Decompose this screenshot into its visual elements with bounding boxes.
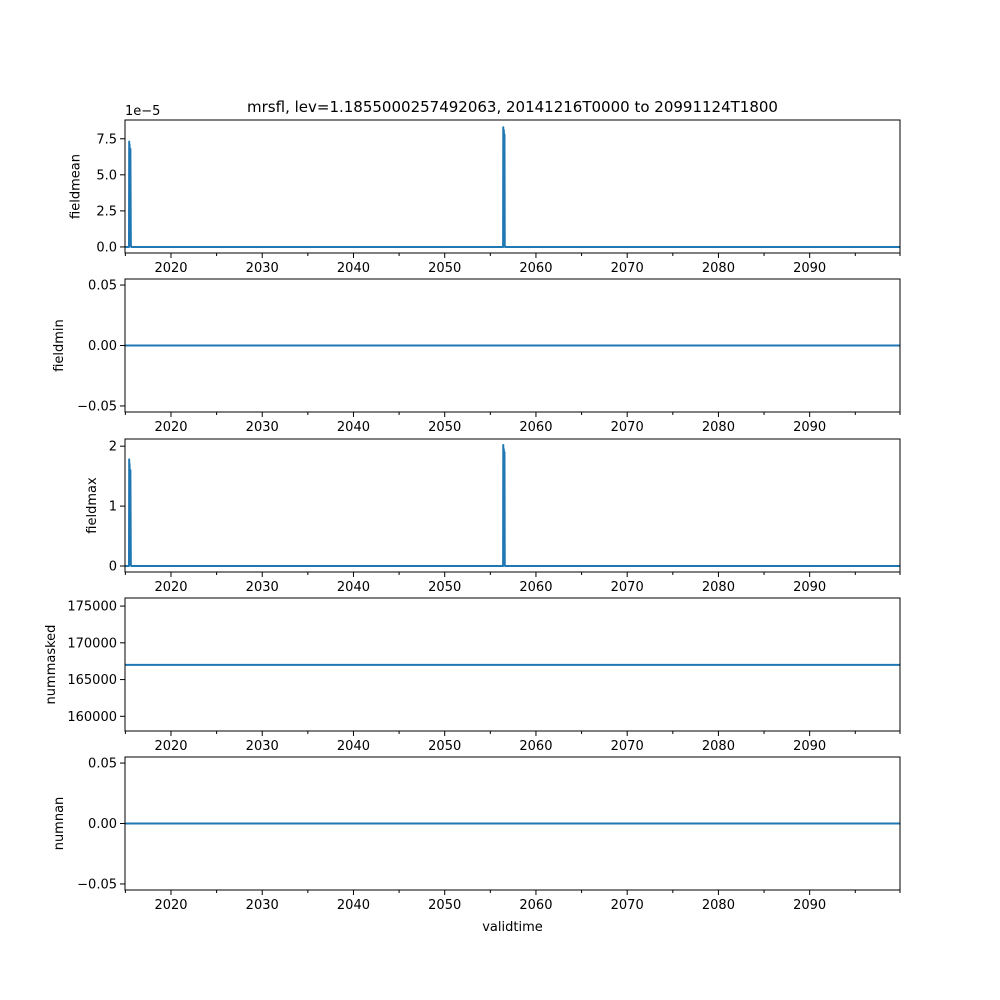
x-tick-label: 2060: [519, 898, 552, 913]
y-tick-label: 175000: [67, 600, 117, 615]
subplot-panels: 2020 2030 2040 2050 2060 2070 2080 2090 0.0 2.5 5.…: [44, 104, 901, 913]
x-tick-label: 2030: [246, 739, 279, 754]
x-tick-label: 2050: [428, 739, 461, 754]
x-tick-label: 2060: [519, 420, 552, 435]
y-tick-label: 0.05: [88, 757, 117, 772]
x-tick-label: 2040: [337, 898, 370, 913]
subplot-fieldmax: 2020 2030 2040 2050 2060 2070 2080 2090 0 1 2 field…: [85, 438, 901, 595]
x-tick-label: 2040: [337, 739, 370, 754]
y-offset-label: 1e−5: [125, 104, 160, 119]
x-tick-label: 2090: [793, 580, 826, 595]
x-tick-label: 2050: [428, 261, 461, 276]
y-tick-label: 2: [109, 440, 117, 455]
x-tick-label: 2050: [428, 420, 461, 435]
subplot-numnan: 2020 2030 2040 2050 2060 2070 2080 2090 −0.05 0.0…: [52, 756, 901, 913]
x-tick-label: 2070: [611, 420, 644, 435]
subplot-fieldmean: 2020 2030 2040 2050 2060 2070 2080 2090 0.0 2.5 5.…: [68, 104, 901, 276]
x-tick-label: 2080: [702, 420, 735, 435]
y-tick-label: −0.05: [77, 399, 117, 414]
axes-frame: [124, 119, 901, 254]
y-tick-label: 7.5: [96, 132, 117, 147]
y-tick-label: 170000: [67, 636, 117, 651]
x-tick-label: 2030: [246, 261, 279, 276]
y-axis-label: fieldmin: [52, 319, 67, 372]
y-tick-label: 165000: [67, 673, 117, 688]
x-tick-label: 2090: [793, 420, 826, 435]
x-tick-label: 2090: [793, 739, 826, 754]
x-tick-label: 2020: [154, 898, 187, 913]
y-axis-label: nummasked: [44, 625, 59, 705]
series-line-fieldmax: [125, 443, 900, 568]
y-tick-label: 0.0: [96, 240, 117, 255]
x-tick-label: 2040: [337, 261, 370, 276]
x-tick-label: 2020: [154, 261, 187, 276]
y-axis-label: numnan: [52, 797, 67, 851]
x-tick-label: 2050: [428, 580, 461, 595]
x-tick-label: 2050: [428, 898, 461, 913]
figure-title: mrsfl, lev=1.1855000257492063, 20141216T…: [247, 98, 778, 116]
x-tick-label: 2070: [611, 898, 644, 913]
x-tick-label: 2080: [702, 739, 735, 754]
x-tick-label: 2030: [246, 898, 279, 913]
x-tick-label: 2070: [611, 739, 644, 754]
x-axis-label: validtime: [482, 920, 543, 935]
y-tick-label: 5.0: [96, 168, 117, 183]
y-tick-label: −0.05: [77, 877, 117, 892]
x-tick-label: 2040: [337, 420, 370, 435]
x-tick-label: 2070: [611, 580, 644, 595]
y-tick-label: 2.5: [96, 204, 117, 219]
x-tick-label: 2060: [519, 739, 552, 754]
x-tick-label: 2020: [154, 420, 187, 435]
y-tick-label: 1: [109, 500, 117, 515]
y-tick-label: 0.05: [88, 279, 117, 294]
y-tick-label: 160000: [67, 710, 117, 725]
x-tick-label: 2080: [702, 261, 735, 276]
y-tick-label: 0.00: [88, 817, 117, 832]
x-tick-label: 2080: [702, 580, 735, 595]
y-tick-label: 0.00: [88, 339, 117, 354]
x-tick-label: 2040: [337, 580, 370, 595]
x-tick-label: 2020: [154, 580, 187, 595]
y-tick-label: 0: [109, 560, 117, 575]
x-tick-label: 2060: [519, 261, 552, 276]
x-tick-label: 2070: [611, 261, 644, 276]
axes-frame: [124, 438, 901, 573]
y-axis-label: fieldmax: [85, 477, 100, 534]
x-tick-label: 2090: [793, 261, 826, 276]
subplot-fieldmin: 2020 2030 2040 2050 2060 2070 2080 2090 −0.05 0.0…: [52, 278, 901, 435]
x-tick-label: 2020: [154, 739, 187, 754]
axes-frame: [124, 597, 901, 732]
x-tick-label: 2030: [246, 580, 279, 595]
x-tick-label: 2090: [793, 898, 826, 913]
x-tick-label: 2060: [519, 580, 552, 595]
subplot-nummasked: 2020 2030 2040 2050 2060 2070 2080 2090 160000 16…: [44, 597, 901, 754]
x-tick-label: 2030: [246, 420, 279, 435]
x-tick-label: 2080: [702, 898, 735, 913]
y-axis-label: fieldmean: [68, 154, 83, 219]
series-line-fieldmean: [125, 126, 900, 248]
